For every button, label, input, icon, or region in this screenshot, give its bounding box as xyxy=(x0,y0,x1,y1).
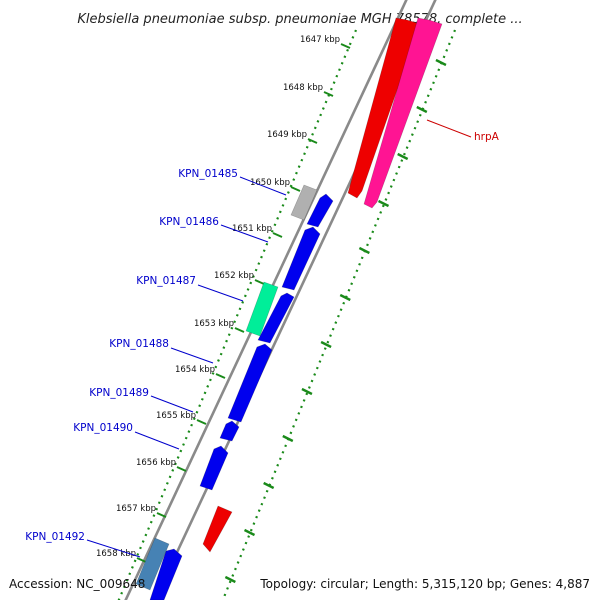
gene-green xyxy=(245,281,279,337)
gene-KPN_01485 xyxy=(306,193,334,228)
tick-mark xyxy=(176,466,187,472)
gene-hrpA-pink xyxy=(363,17,443,209)
outer-tick-mark xyxy=(397,152,409,161)
outer-tick-mark xyxy=(435,58,447,67)
outer-tick-mark xyxy=(243,528,256,537)
gene-red-small xyxy=(202,505,233,553)
outer-tick-mark xyxy=(416,105,428,114)
gene-label: KPN_01488 xyxy=(109,338,169,350)
tick-tracks xyxy=(117,29,457,600)
outer-tick-mark xyxy=(301,387,313,396)
gene-label: KPN_01487 xyxy=(136,275,196,287)
tick-mark xyxy=(340,43,351,49)
outer-tick-mark xyxy=(339,293,351,302)
outer-tick-mark xyxy=(377,199,390,208)
gene-label: KPN_01490 xyxy=(73,422,133,434)
gene-KPN_01487 xyxy=(257,292,295,344)
label-group: hrpA KPN_01485 KPN_01486 KPN_01487 KPN_01488… xyxy=(25,119,500,558)
tick-label: 1647 kbp xyxy=(300,35,340,45)
tick-mark xyxy=(215,373,226,379)
tick-label: 1651 kbp xyxy=(232,224,272,234)
outer-tick-mark xyxy=(320,340,332,349)
outer-tick-mark xyxy=(358,246,370,255)
tick-label: 1652 kbp xyxy=(214,271,254,281)
gene-label-leader xyxy=(220,224,269,243)
accession-text: Accession: NC_009648 xyxy=(9,577,146,591)
outer-tick-mark xyxy=(282,434,294,443)
gene-label-leader xyxy=(170,347,214,364)
tick-label: 1658 kbp xyxy=(96,549,136,559)
gene-KPN_01492b xyxy=(149,548,183,600)
tick-mark xyxy=(196,419,207,425)
gene-KPN_01489 xyxy=(219,420,240,442)
tick-mark xyxy=(323,91,334,97)
feature-group xyxy=(135,17,443,600)
tick-label: 1654 kbp xyxy=(175,365,215,375)
tick-mark xyxy=(234,327,245,333)
tick-label: 1653 kbp xyxy=(194,319,234,329)
gene-label: KPN_01485 xyxy=(178,168,238,180)
gene-label: KPN_01486 xyxy=(159,216,219,228)
gene-label: hrpA xyxy=(474,131,500,143)
gene-gray xyxy=(290,184,318,221)
tick-mark xyxy=(156,512,167,518)
tick-mark xyxy=(136,557,147,563)
tick-label: 1655 kbp xyxy=(156,411,196,421)
gene-label: KPN_01489 xyxy=(89,387,149,399)
tick-label: 1650 kbp xyxy=(250,178,290,188)
gene-KPN_01488 xyxy=(227,343,273,423)
genome-summary-text: Topology: circular; Length: 5,315,120 bp… xyxy=(260,577,590,591)
tick-group: 1647 kbp 1648 kbp 1649 kbp 1650 kbp 1651 kbp… xyxy=(96,35,447,584)
gene-label-leader xyxy=(197,284,244,302)
inner-dotted-track xyxy=(117,29,358,600)
gene-label: KPN_01492 xyxy=(25,531,85,543)
tick-label: 1656 kbp xyxy=(136,458,176,468)
gene-KPN_01490 xyxy=(199,445,229,491)
outer-dotted-track xyxy=(221,29,457,600)
gene-KPN_01492 xyxy=(135,537,170,591)
gene-label-leader xyxy=(86,539,141,558)
tick-label: 1648 kbp xyxy=(283,83,323,93)
gene-label-leader xyxy=(134,431,180,450)
tick-label: 1649 kbp xyxy=(267,130,307,140)
tick-mark xyxy=(254,279,265,285)
tick-mark xyxy=(307,138,318,144)
gene-KPN_01486 xyxy=(281,226,321,291)
outer-tick-mark xyxy=(224,575,236,584)
gene-label-leader xyxy=(426,119,472,138)
gene-label-leader xyxy=(239,176,287,196)
tick-label: 1657 kbp xyxy=(116,504,156,514)
map-title: Klebsiella pneumoniae subsp. pneumoniae … xyxy=(77,12,522,27)
tick-mark xyxy=(272,232,283,238)
gene-label-leader xyxy=(150,395,194,413)
tick-mark xyxy=(290,186,301,192)
outer-tick-mark xyxy=(263,481,275,490)
